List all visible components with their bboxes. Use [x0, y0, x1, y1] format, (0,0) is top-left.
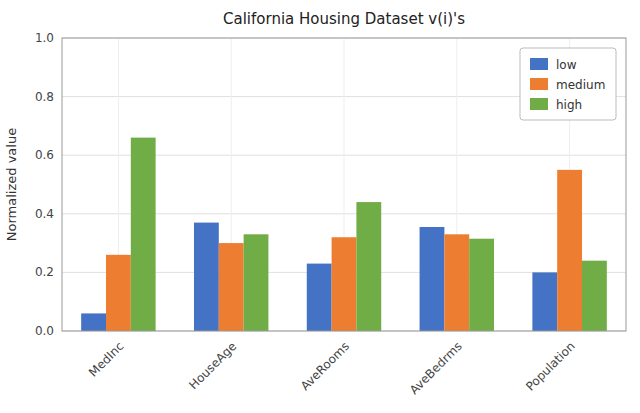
bar	[307, 264, 332, 331]
bar	[582, 261, 607, 331]
chart-container: 0.0 0.2 0.4 0.6 0.8 1.0 MedInc HouseAge AveRooms…	[0, 0, 640, 413]
x-tick-label: AveBedrms	[407, 339, 465, 397]
bar	[356, 202, 381, 331]
y-axis-label: Normalized value	[4, 128, 19, 241]
bar	[557, 170, 582, 331]
bar	[194, 223, 219, 331]
y-tick-label: 1.0	[35, 31, 54, 45]
bar	[81, 313, 106, 331]
legend-label: medium	[556, 78, 605, 92]
y-tick-label: 0.8	[35, 90, 54, 104]
bar	[469, 239, 494, 331]
bar	[219, 243, 244, 331]
y-tick-label: 0.6	[35, 148, 54, 162]
grid	[62, 38, 626, 331]
bars	[81, 138, 607, 331]
y-tick-label: 0.0	[35, 324, 54, 338]
x-tick-label: HouseAge	[186, 339, 239, 392]
legend: low medium high	[520, 48, 616, 120]
x-tick-label: MedInc	[86, 339, 126, 379]
legend-swatch	[530, 58, 548, 70]
chart: 0.0 0.2 0.4 0.6 0.8 1.0 MedInc HouseAge AveRooms…	[0, 0, 640, 413]
bar	[332, 237, 357, 331]
bar	[244, 234, 269, 331]
bar	[444, 234, 469, 331]
y-tick-label: 0.2	[35, 265, 54, 279]
bar	[420, 227, 445, 331]
x-tick-label: Population	[523, 339, 577, 393]
bar	[532, 272, 557, 331]
x-tick-label: AveRooms	[298, 339, 352, 393]
y-tick-label: 0.4	[35, 207, 54, 221]
legend-label: high	[556, 98, 582, 112]
plot-frame	[62, 38, 626, 331]
legend-box	[520, 48, 616, 120]
bar	[106, 255, 131, 331]
legend-swatch	[530, 78, 548, 90]
bar	[131, 138, 156, 331]
legend-label: low	[556, 58, 577, 72]
legend-swatch	[530, 98, 548, 110]
title: California Housing Dataset v(i)'s	[223, 10, 465, 28]
